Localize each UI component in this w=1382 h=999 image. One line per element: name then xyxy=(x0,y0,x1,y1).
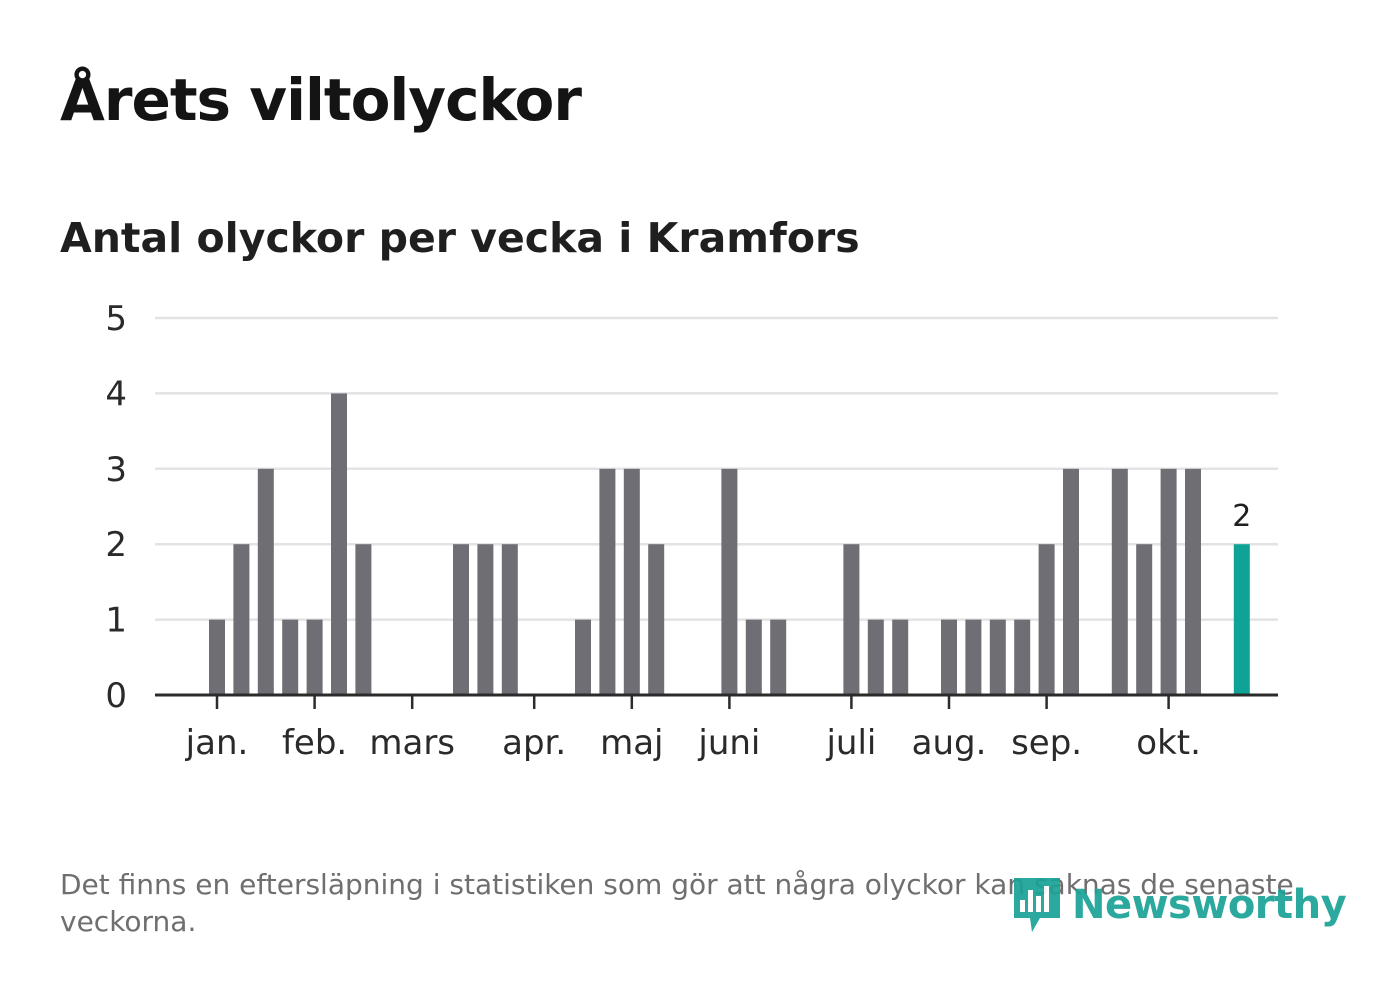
newsworthy-bar-icon xyxy=(1010,874,1064,936)
bar-week-17 xyxy=(599,469,615,695)
bar-week-28 xyxy=(868,620,884,695)
y-tick-label: 0 xyxy=(105,676,127,716)
bar-week-6 xyxy=(331,393,347,695)
y-tick-label: 2 xyxy=(105,525,127,565)
y-axis: 0 1 2 3 4 5 xyxy=(105,299,127,716)
y-tick-label: 4 xyxy=(105,374,127,414)
bar-week-40 xyxy=(1161,469,1177,695)
y-tick-label: 3 xyxy=(105,450,127,490)
logo-text: Newsworthy xyxy=(1072,882,1346,928)
bar-week-16 xyxy=(575,620,591,695)
x-tick-label: aug. xyxy=(912,723,987,763)
bar-week-32 xyxy=(965,620,981,695)
bar-week-1 xyxy=(209,620,225,695)
x-axis: jan. feb. mars apr. maj juni juli aug. sep. okt. xyxy=(155,695,1278,763)
x-tick-label: juni xyxy=(697,723,760,763)
x-tick-label: jan. xyxy=(185,723,249,763)
bar-week-5 xyxy=(307,620,323,695)
bar-week-2 xyxy=(233,544,249,695)
bar-week-3 xyxy=(258,469,274,695)
newsworthy-logo: Newsworthy xyxy=(1010,874,1346,936)
bar-week-33 xyxy=(990,620,1006,695)
data-labels: 2 xyxy=(1232,499,1251,534)
x-tick-label: sep. xyxy=(1011,723,1082,763)
bar-latest-week xyxy=(1234,544,1250,695)
bar-week-31 xyxy=(941,620,957,695)
bar-week-23 xyxy=(746,620,762,695)
grid-lines xyxy=(155,318,1278,620)
bar-week-36 xyxy=(1063,469,1079,695)
bar-week-12 xyxy=(477,544,493,695)
x-tick-label: apr. xyxy=(502,723,566,763)
y-tick-label: 5 xyxy=(105,299,127,339)
bar-week-41 xyxy=(1185,469,1201,695)
bar-week-27 xyxy=(843,544,859,695)
bar-week-34 xyxy=(1014,620,1030,695)
bar-week-11 xyxy=(453,544,469,695)
bar-week-38 xyxy=(1112,469,1128,695)
bar-week-18 xyxy=(624,469,640,695)
x-tick-label: feb. xyxy=(282,723,347,763)
x-tick-label: mars xyxy=(369,723,455,763)
bar-week-22 xyxy=(721,469,737,695)
bar-week-29 xyxy=(892,620,908,695)
bar-week-35 xyxy=(1039,544,1055,695)
bar-week-19 xyxy=(648,544,664,695)
bar-week-39 xyxy=(1136,544,1152,695)
bar-week-4 xyxy=(282,620,298,695)
x-tick-label: juli xyxy=(825,723,876,763)
x-tick-label: okt. xyxy=(1136,723,1201,763)
x-tick-label: maj xyxy=(600,723,663,763)
bar-week-24 xyxy=(770,620,786,695)
bar-chart: jan. feb. mars apr. maj juni juli aug. sep. okt. … xyxy=(0,0,1382,830)
bar-week-7 xyxy=(355,544,371,695)
bar-week-13 xyxy=(502,544,518,695)
latest-value-label: 2 xyxy=(1232,499,1251,534)
y-tick-label: 1 xyxy=(105,601,127,641)
